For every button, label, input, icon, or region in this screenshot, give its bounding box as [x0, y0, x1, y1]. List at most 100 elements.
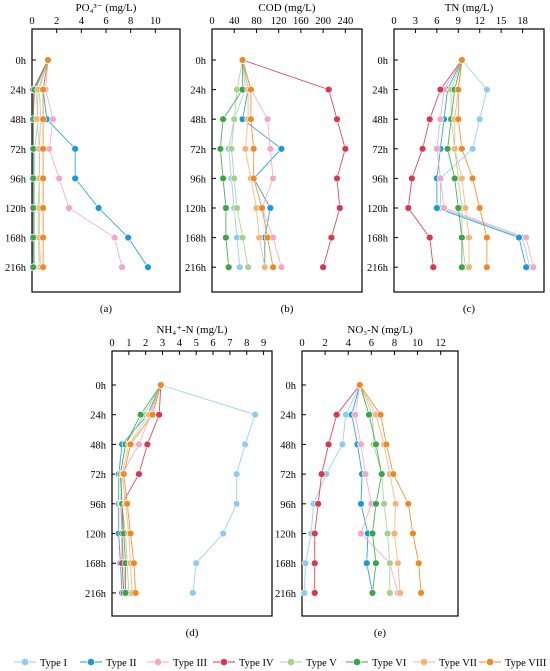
data-point	[433, 145, 441, 153]
series-line-type-i	[34, 59, 49, 268]
data-point	[222, 233, 230, 242]
series-line-type-iv	[242, 59, 346, 268]
x-tick-label: 4	[79, 16, 85, 27]
panel-b: COD (mg/L) 0 40 80 120 160 200 240 0h 24h 48h 72h 96…	[185, 2, 363, 315]
series-line-type-iv	[407, 59, 463, 268]
series-line-type-vi	[219, 60, 244, 268]
data-point	[436, 174, 445, 183]
data-point	[121, 589, 130, 597]
legend-item-type-ii: Type II	[80, 658, 137, 669]
series-line-type-vii	[36, 59, 49, 268]
data-point	[130, 559, 138, 567]
row-label: 48h	[10, 115, 27, 126]
series-line-type-ii	[242, 59, 283, 268]
data-point	[236, 263, 244, 271]
row-label: 72h	[372, 145, 389, 156]
data-point	[338, 440, 347, 449]
x-tick-label: 120	[271, 16, 287, 27]
x-tick-label: 6	[210, 338, 215, 349]
data-point	[233, 204, 241, 212]
series-line-type-v	[230, 59, 249, 268]
data-point	[529, 263, 537, 271]
data-point	[390, 529, 399, 538]
row-label: 96h	[90, 500, 107, 511]
series-line-type-ii	[42, 59, 149, 268]
data-point	[418, 145, 427, 153]
series-line-type-v	[359, 384, 391, 593]
row-label: 48h	[190, 115, 207, 126]
plot-frame	[211, 28, 363, 293]
x-tick-label: 0	[391, 16, 396, 27]
data-point	[311, 529, 319, 538]
data-point	[110, 233, 119, 242]
data-point	[311, 589, 319, 597]
data-point	[219, 174, 227, 183]
series-line-type-vi	[359, 384, 383, 593]
row-label: 72h	[90, 470, 107, 481]
data-point	[404, 204, 412, 212]
x-tick-label: 0	[29, 16, 34, 27]
data-point	[39, 233, 47, 242]
data-point	[230, 174, 238, 183]
data-point	[39, 115, 47, 123]
data-point	[269, 174, 277, 183]
row-label: 216h	[5, 263, 27, 274]
data-point	[372, 500, 380, 508]
data-point	[363, 559, 371, 567]
x-tick-label: 18	[517, 16, 528, 27]
row-label: 48h	[280, 440, 297, 451]
row-label: 24h	[90, 411, 107, 422]
x-tick-label: 3	[160, 338, 165, 349]
data-point	[261, 263, 269, 271]
x-tick-label: 1	[126, 338, 131, 349]
data-point	[409, 529, 417, 538]
data-point	[458, 56, 466, 64]
x-tick-label: 9	[261, 338, 266, 349]
data-point	[189, 589, 197, 597]
data-point	[224, 263, 233, 271]
data-point	[135, 440, 143, 449]
x-tick-label: 240	[337, 16, 353, 27]
x-tick-label: 10	[412, 338, 423, 349]
data-point	[216, 145, 225, 153]
data-point	[396, 589, 404, 597]
data-point	[266, 204, 275, 212]
x-tick-label: 5	[194, 338, 199, 349]
series-line-type-ii	[351, 384, 373, 593]
axis-title: NH₄⁺-N (mg/L)	[156, 324, 227, 336]
panel-d: NH₄⁺-N (mg/L) 0 1 2 3 4 5 6 7 8 9 0h 24h 48h 72h 96h 120…	[85, 324, 273, 639]
data-point	[247, 115, 255, 123]
row-label: 168h	[5, 234, 27, 245]
data-point	[341, 145, 350, 153]
panel-a: PO₄³⁻ (mg/L) 0 2 4 6 8 10 0h 24h 48h 72h 96h 120h 168…	[5, 2, 181, 315]
data-point	[351, 411, 359, 419]
data-point	[378, 470, 386, 478]
x-tick-label: 8	[244, 338, 249, 349]
x-tick-label: 0	[209, 16, 214, 27]
data-point	[45, 145, 53, 153]
data-point	[368, 529, 377, 538]
legend-label: Type VI	[372, 658, 407, 669]
data-point	[251, 411, 259, 419]
x-tick-label: 2	[322, 338, 327, 349]
data-point	[249, 174, 258, 183]
data-point	[408, 174, 416, 183]
data-point	[232, 470, 241, 478]
row-label: 0h	[16, 56, 27, 67]
legend-marker	[154, 658, 162, 666]
data-point	[436, 115, 445, 123]
row-label: 24h	[190, 86, 207, 97]
data-point	[29, 174, 37, 183]
row-label: 96h	[372, 174, 389, 185]
data-point	[148, 411, 157, 419]
panel-label: (b)	[281, 303, 294, 315]
data-point	[372, 440, 380, 449]
data-point	[317, 470, 326, 478]
row-label: 72h	[10, 145, 27, 156]
data-point	[361, 470, 370, 478]
data-point	[247, 85, 255, 94]
data-point	[49, 115, 57, 123]
data-point	[238, 233, 247, 242]
data-point	[219, 115, 227, 123]
